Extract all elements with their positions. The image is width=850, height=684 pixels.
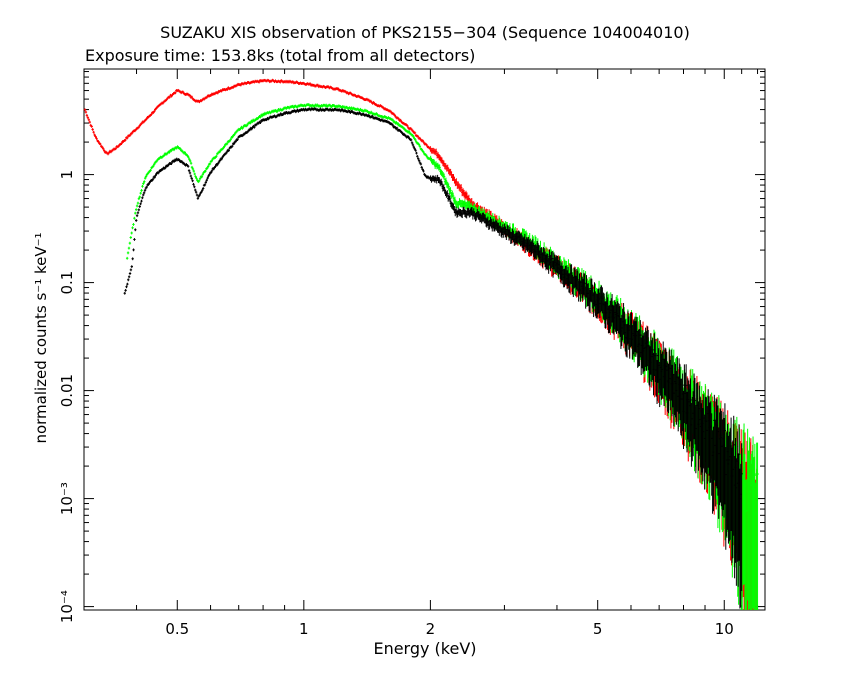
chart-title: SUZAKU XIS observation of PKS2155−304 (S…: [160, 23, 690, 42]
x-tick-label: 0.5: [165, 620, 189, 638]
x-tick-label: 1: [299, 620, 309, 638]
plot-frame: [83, 68, 766, 611]
y-tick-label: 10⁻⁴: [58, 590, 76, 623]
y-axis-label: normalized counts s⁻¹ keV⁻¹: [32, 232, 50, 443]
y-tick-label: 0.01: [58, 374, 76, 407]
chart-subtitle: Exposure time: 153.8ks (total from all d…: [85, 46, 475, 65]
y-tick-label: 10⁻³: [58, 482, 76, 515]
x-tick-label: 2: [426, 620, 436, 638]
x-tick-label: 5: [593, 620, 603, 638]
x-axis-label: Energy (keV): [373, 639, 476, 658]
y-tick-label: 1: [58, 170, 76, 180]
y-tick-label: 0.1: [58, 271, 76, 295]
plot-area: 0.5 1 2 5 10 10⁻⁴ 10⁻³ 0.01 0.1 1: [58, 68, 766, 638]
x-tick-label: 10: [715, 620, 734, 638]
